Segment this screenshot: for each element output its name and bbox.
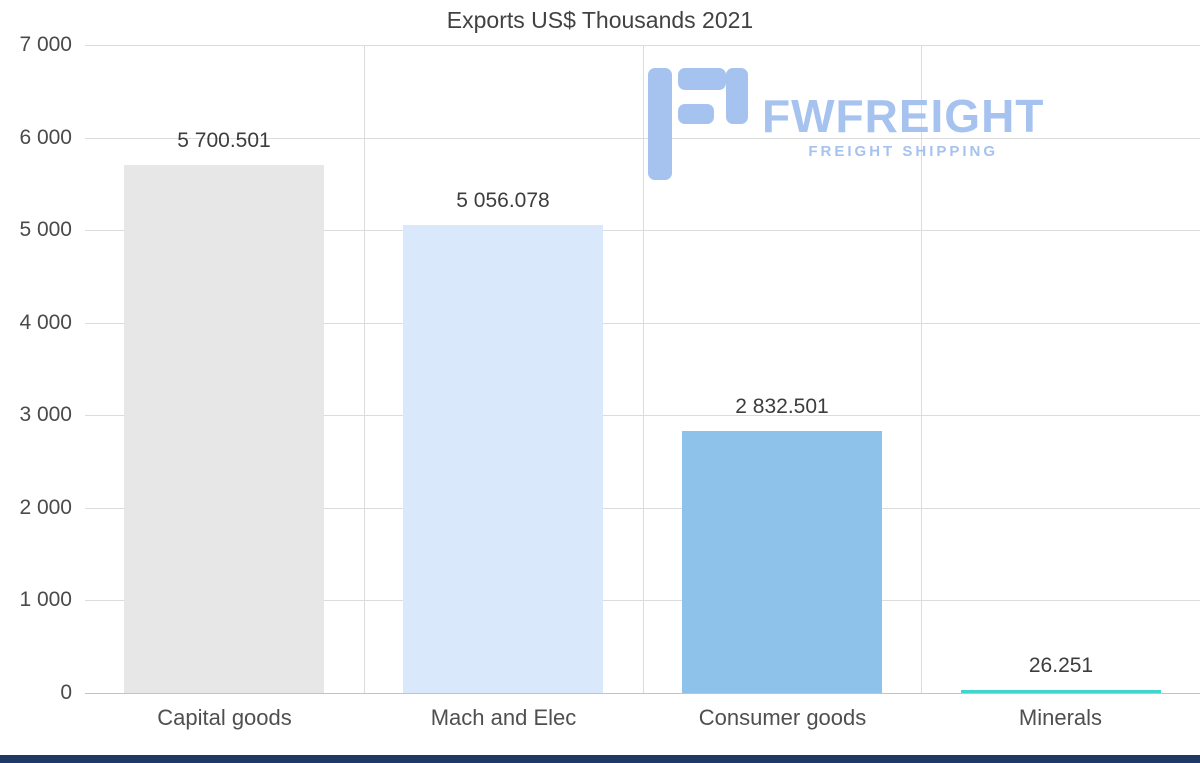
fwfreight-logo-icon xyxy=(648,68,748,180)
gridline-horizontal xyxy=(85,138,1200,139)
x-tick-label: Mach and Elec xyxy=(430,705,577,730)
footer-bar xyxy=(0,755,1200,763)
y-tick-label: 6 000 xyxy=(19,126,72,149)
brand-logo: FWFREIGHT FREIGHT SHIPPING xyxy=(648,68,1044,180)
bar-mach-and-elec xyxy=(403,225,603,693)
bar-value-label: 5 700.501 xyxy=(177,129,271,152)
logo-tagline: FREIGHT SHIPPING xyxy=(808,143,999,161)
x-tick-label: Minerals xyxy=(1018,705,1103,730)
y-tick-label: 0 xyxy=(60,681,72,704)
x-tick-label: Consumer goods xyxy=(698,705,867,730)
gridline-horizontal xyxy=(85,45,1200,46)
gridline-vertical xyxy=(364,45,365,693)
gridline-vertical xyxy=(921,45,922,693)
y-tick-label: 4 000 xyxy=(19,311,72,334)
y-tick-label: 1 000 xyxy=(19,588,72,611)
gridline-horizontal xyxy=(85,415,1200,416)
x-axis-labels: Capital goods Mach and Elec Consumer goods… xyxy=(85,705,1200,737)
gridline-horizontal xyxy=(85,600,1200,601)
bar-minerals xyxy=(961,690,1161,693)
bar-consumer-goods xyxy=(682,431,882,693)
logo-text-block: FWFREIGHT FREIGHT SHIPPING xyxy=(762,90,1045,161)
y-tick-label: 7 000 xyxy=(19,33,72,56)
logo-wordmark: FWFREIGHT xyxy=(762,90,1045,142)
gridline-horizontal xyxy=(85,323,1200,324)
gridline-horizontal xyxy=(85,230,1200,231)
bar-value-label: 2 832.501 xyxy=(735,395,829,418)
bar-value-label: 5 056.078 xyxy=(456,189,550,212)
y-tick-label: 3 000 xyxy=(19,403,72,426)
chart-title: Exports US$ Thousands 2021 xyxy=(446,7,754,33)
y-tick-label: 5 000 xyxy=(19,218,72,241)
y-tick-label: 2 000 xyxy=(19,496,72,519)
plot-area: 5 700.501 5 056.078 2 832.501 26.251 xyxy=(85,45,1200,694)
gridline-horizontal xyxy=(85,508,1200,509)
gridline-vertical xyxy=(643,45,644,693)
bar-capital-goods xyxy=(124,165,324,693)
bar-value-label: 26.251 xyxy=(1028,654,1094,677)
x-axis-line xyxy=(85,693,1200,694)
x-tick-label: Capital goods xyxy=(157,705,292,730)
y-axis-labels: 0 1 000 2 000 3 000 4 000 5 000 6 000 7 000 xyxy=(0,33,76,704)
